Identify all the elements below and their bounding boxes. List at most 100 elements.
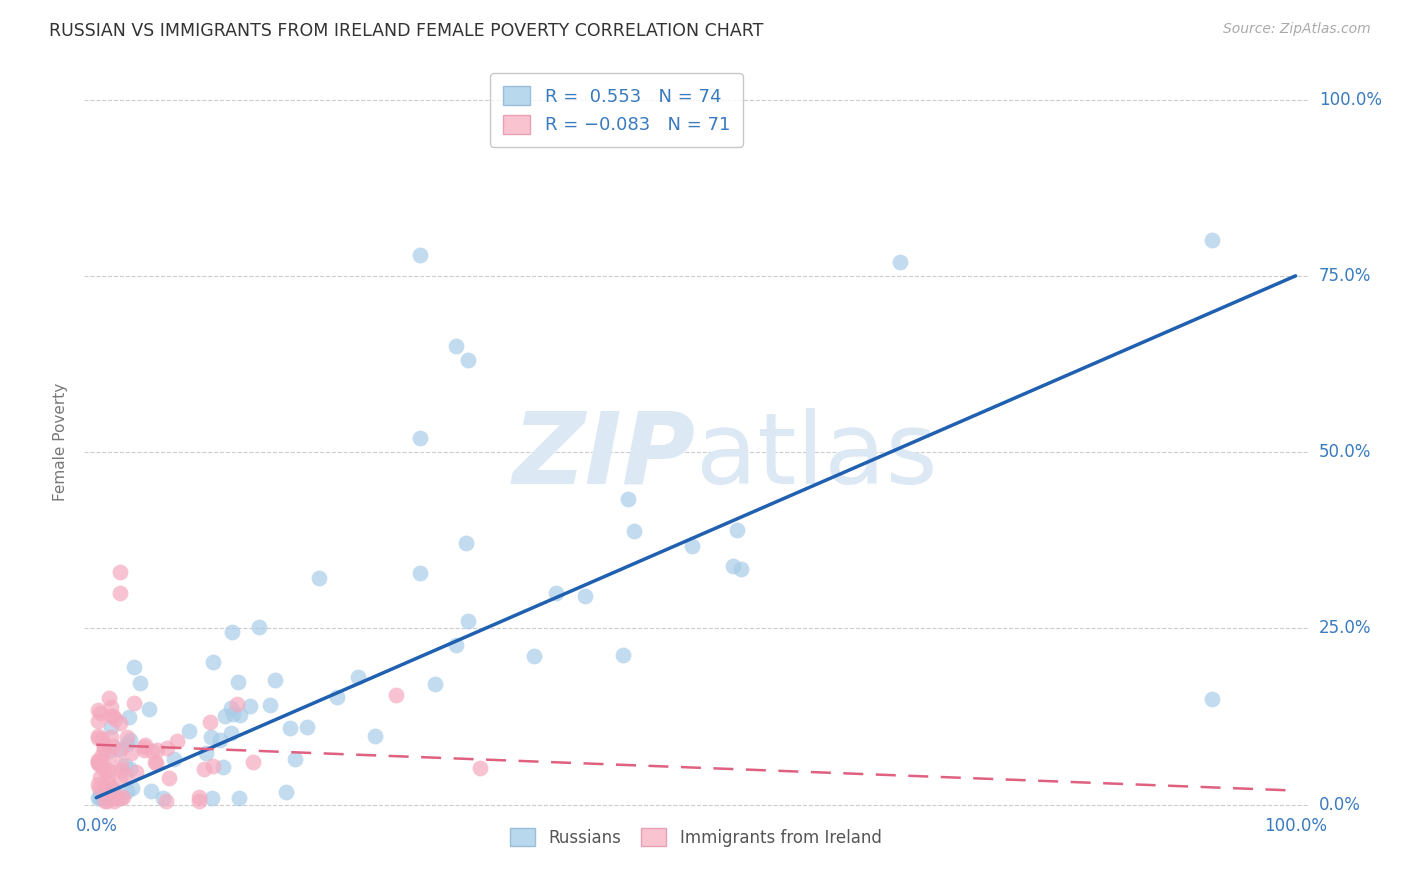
Text: 0.0%: 0.0% (1319, 796, 1361, 814)
Point (308, 571, 330, 585)
Point (94, 779, 117, 793)
Point (242, 756, 264, 770)
Point (468, 761, 491, 775)
Point (107, 790, 129, 805)
Point (101, 709, 124, 723)
Point (94, 780, 117, 794)
Point (201, 758, 224, 772)
Point (108, 742, 131, 756)
Point (97, 744, 120, 758)
Point (274, 785, 297, 799)
Point (107, 790, 129, 805)
Point (214, 708, 236, 723)
Text: Source: ZipAtlas.com: Source: ZipAtlas.com (1223, 22, 1371, 37)
Point (259, 698, 281, 712)
Point (111, 789, 134, 804)
Point (138, 702, 160, 716)
Point (86, 756, 108, 770)
Point (100, 780, 122, 795)
Point (89, 706, 111, 721)
Point (1201, 233, 1223, 247)
Point (100, 708, 122, 723)
Point (110, 790, 132, 805)
Point (96, 790, 118, 805)
Point (208, 733, 231, 747)
Point (97, 771, 120, 785)
Point (91, 731, 114, 746)
Legend: Russians, Immigrants from Ireland: Russians, Immigrants from Ireland (502, 820, 890, 855)
Point (86, 753, 108, 767)
Point (98, 748, 121, 763)
Y-axis label: Female Poverty: Female Poverty (53, 383, 69, 500)
Point (139, 784, 162, 798)
Point (623, 524, 645, 538)
Point (725, 524, 748, 538)
Point (108, 742, 131, 756)
Point (87, 776, 110, 790)
Point (730, 562, 752, 576)
Point (96, 776, 118, 790)
Point (284, 752, 307, 766)
Point (89, 771, 111, 785)
Point (347, 670, 370, 684)
Point (104, 791, 127, 805)
Point (121, 781, 143, 796)
Point (141, 744, 163, 758)
Point (219, 726, 242, 740)
Point (91, 790, 114, 805)
Point (97, 763, 120, 777)
Point (132, 743, 155, 757)
Point (454, 536, 477, 550)
Point (104, 713, 127, 727)
Point (97, 690, 120, 705)
Point (200, 730, 222, 744)
Point (163, 752, 186, 766)
Point (117, 737, 139, 751)
Point (523, 649, 546, 664)
Point (889, 254, 911, 268)
Point (87, 731, 110, 746)
Point (118, 763, 141, 777)
Point (86, 756, 108, 770)
Point (177, 724, 200, 739)
Text: RUSSIAN VS IMMIGRANTS FROM IRELAND FEMALE POVERTY CORRELATION CHART: RUSSIAN VS IMMIGRANTS FROM IRELAND FEMAL… (49, 22, 763, 40)
Point (681, 539, 703, 553)
Point (97, 790, 120, 805)
Point (110, 565, 132, 579)
Point (91, 762, 114, 776)
Point (114, 758, 136, 772)
Point (90, 753, 112, 767)
Point (193, 763, 215, 777)
Point (145, 756, 167, 770)
Point (385, 688, 408, 702)
Point (86, 790, 108, 805)
Point (96, 794, 118, 808)
Point (444, 638, 467, 652)
Point (546, 586, 568, 600)
Point (129, 676, 152, 690)
Point (100, 720, 122, 734)
Point (222, 706, 245, 721)
Point (118, 732, 141, 747)
Point (278, 721, 301, 735)
Point (155, 794, 177, 808)
Point (247, 620, 270, 634)
Point (94, 794, 117, 808)
Point (194, 747, 217, 761)
Point (93, 742, 115, 756)
Point (134, 739, 156, 754)
Point (263, 673, 285, 687)
Point (574, 589, 596, 603)
Point (101, 781, 124, 796)
Point (89, 757, 111, 772)
Point (89, 781, 111, 796)
Point (87, 714, 110, 728)
Text: atlas: atlas (696, 408, 938, 505)
Point (146, 743, 169, 757)
Point (457, 614, 479, 628)
Point (125, 765, 148, 780)
Point (198, 715, 221, 730)
Point (86, 729, 108, 743)
Point (187, 794, 209, 808)
Text: 100.0%: 100.0% (1319, 91, 1382, 109)
